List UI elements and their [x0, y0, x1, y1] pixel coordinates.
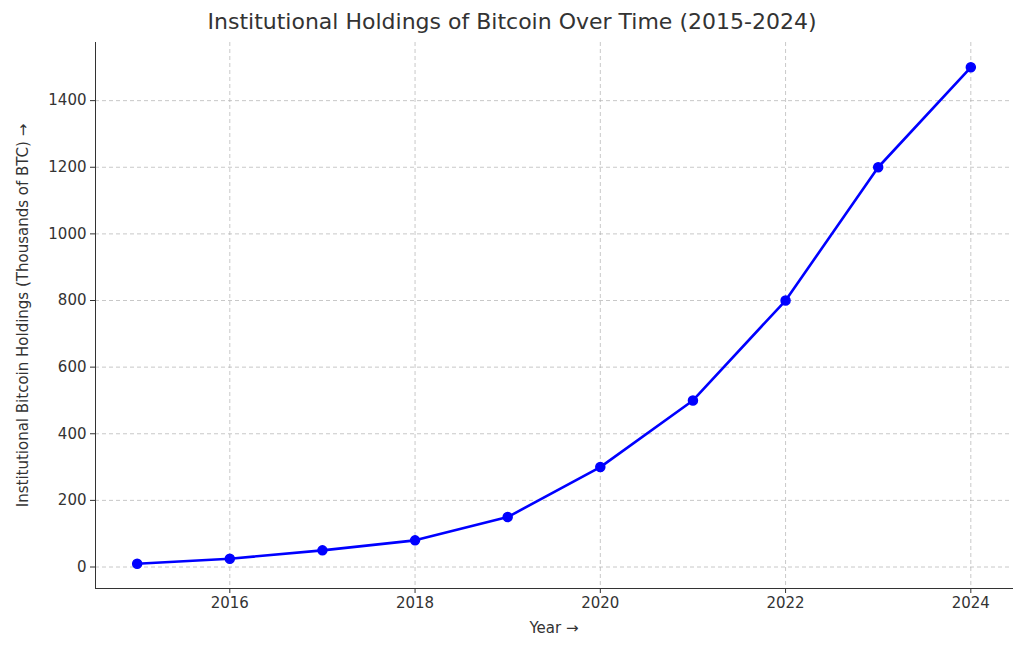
- svg-text:0: 0: [77, 558, 87, 576]
- svg-text:200: 200: [58, 491, 87, 509]
- svg-text:400: 400: [58, 425, 87, 443]
- svg-text:600: 600: [58, 358, 87, 376]
- svg-text:800: 800: [58, 291, 87, 309]
- svg-text:1200: 1200: [48, 158, 86, 176]
- svg-text:2024: 2024: [952, 594, 990, 612]
- svg-text:1000: 1000: [48, 225, 86, 243]
- html-text:Institutional Holdings of Bitc: Institutional Holdings of Bitcoin Over T…: [207, 9, 817, 34]
- svg-text:Institutional Bitcoin Holdings: Institutional Bitcoin Holdings (Thousand…: [14, 124, 32, 507]
- svg-text:2016: 2016: [211, 594, 249, 612]
- svg-text:Year →: Year →: [528, 619, 578, 637]
- svg-text:2018: 2018: [396, 594, 434, 612]
- svg-text:2022: 2022: [766, 594, 804, 612]
- svg-text:1400: 1400: [48, 91, 86, 109]
- svg-text:2020: 2020: [581, 594, 619, 612]
